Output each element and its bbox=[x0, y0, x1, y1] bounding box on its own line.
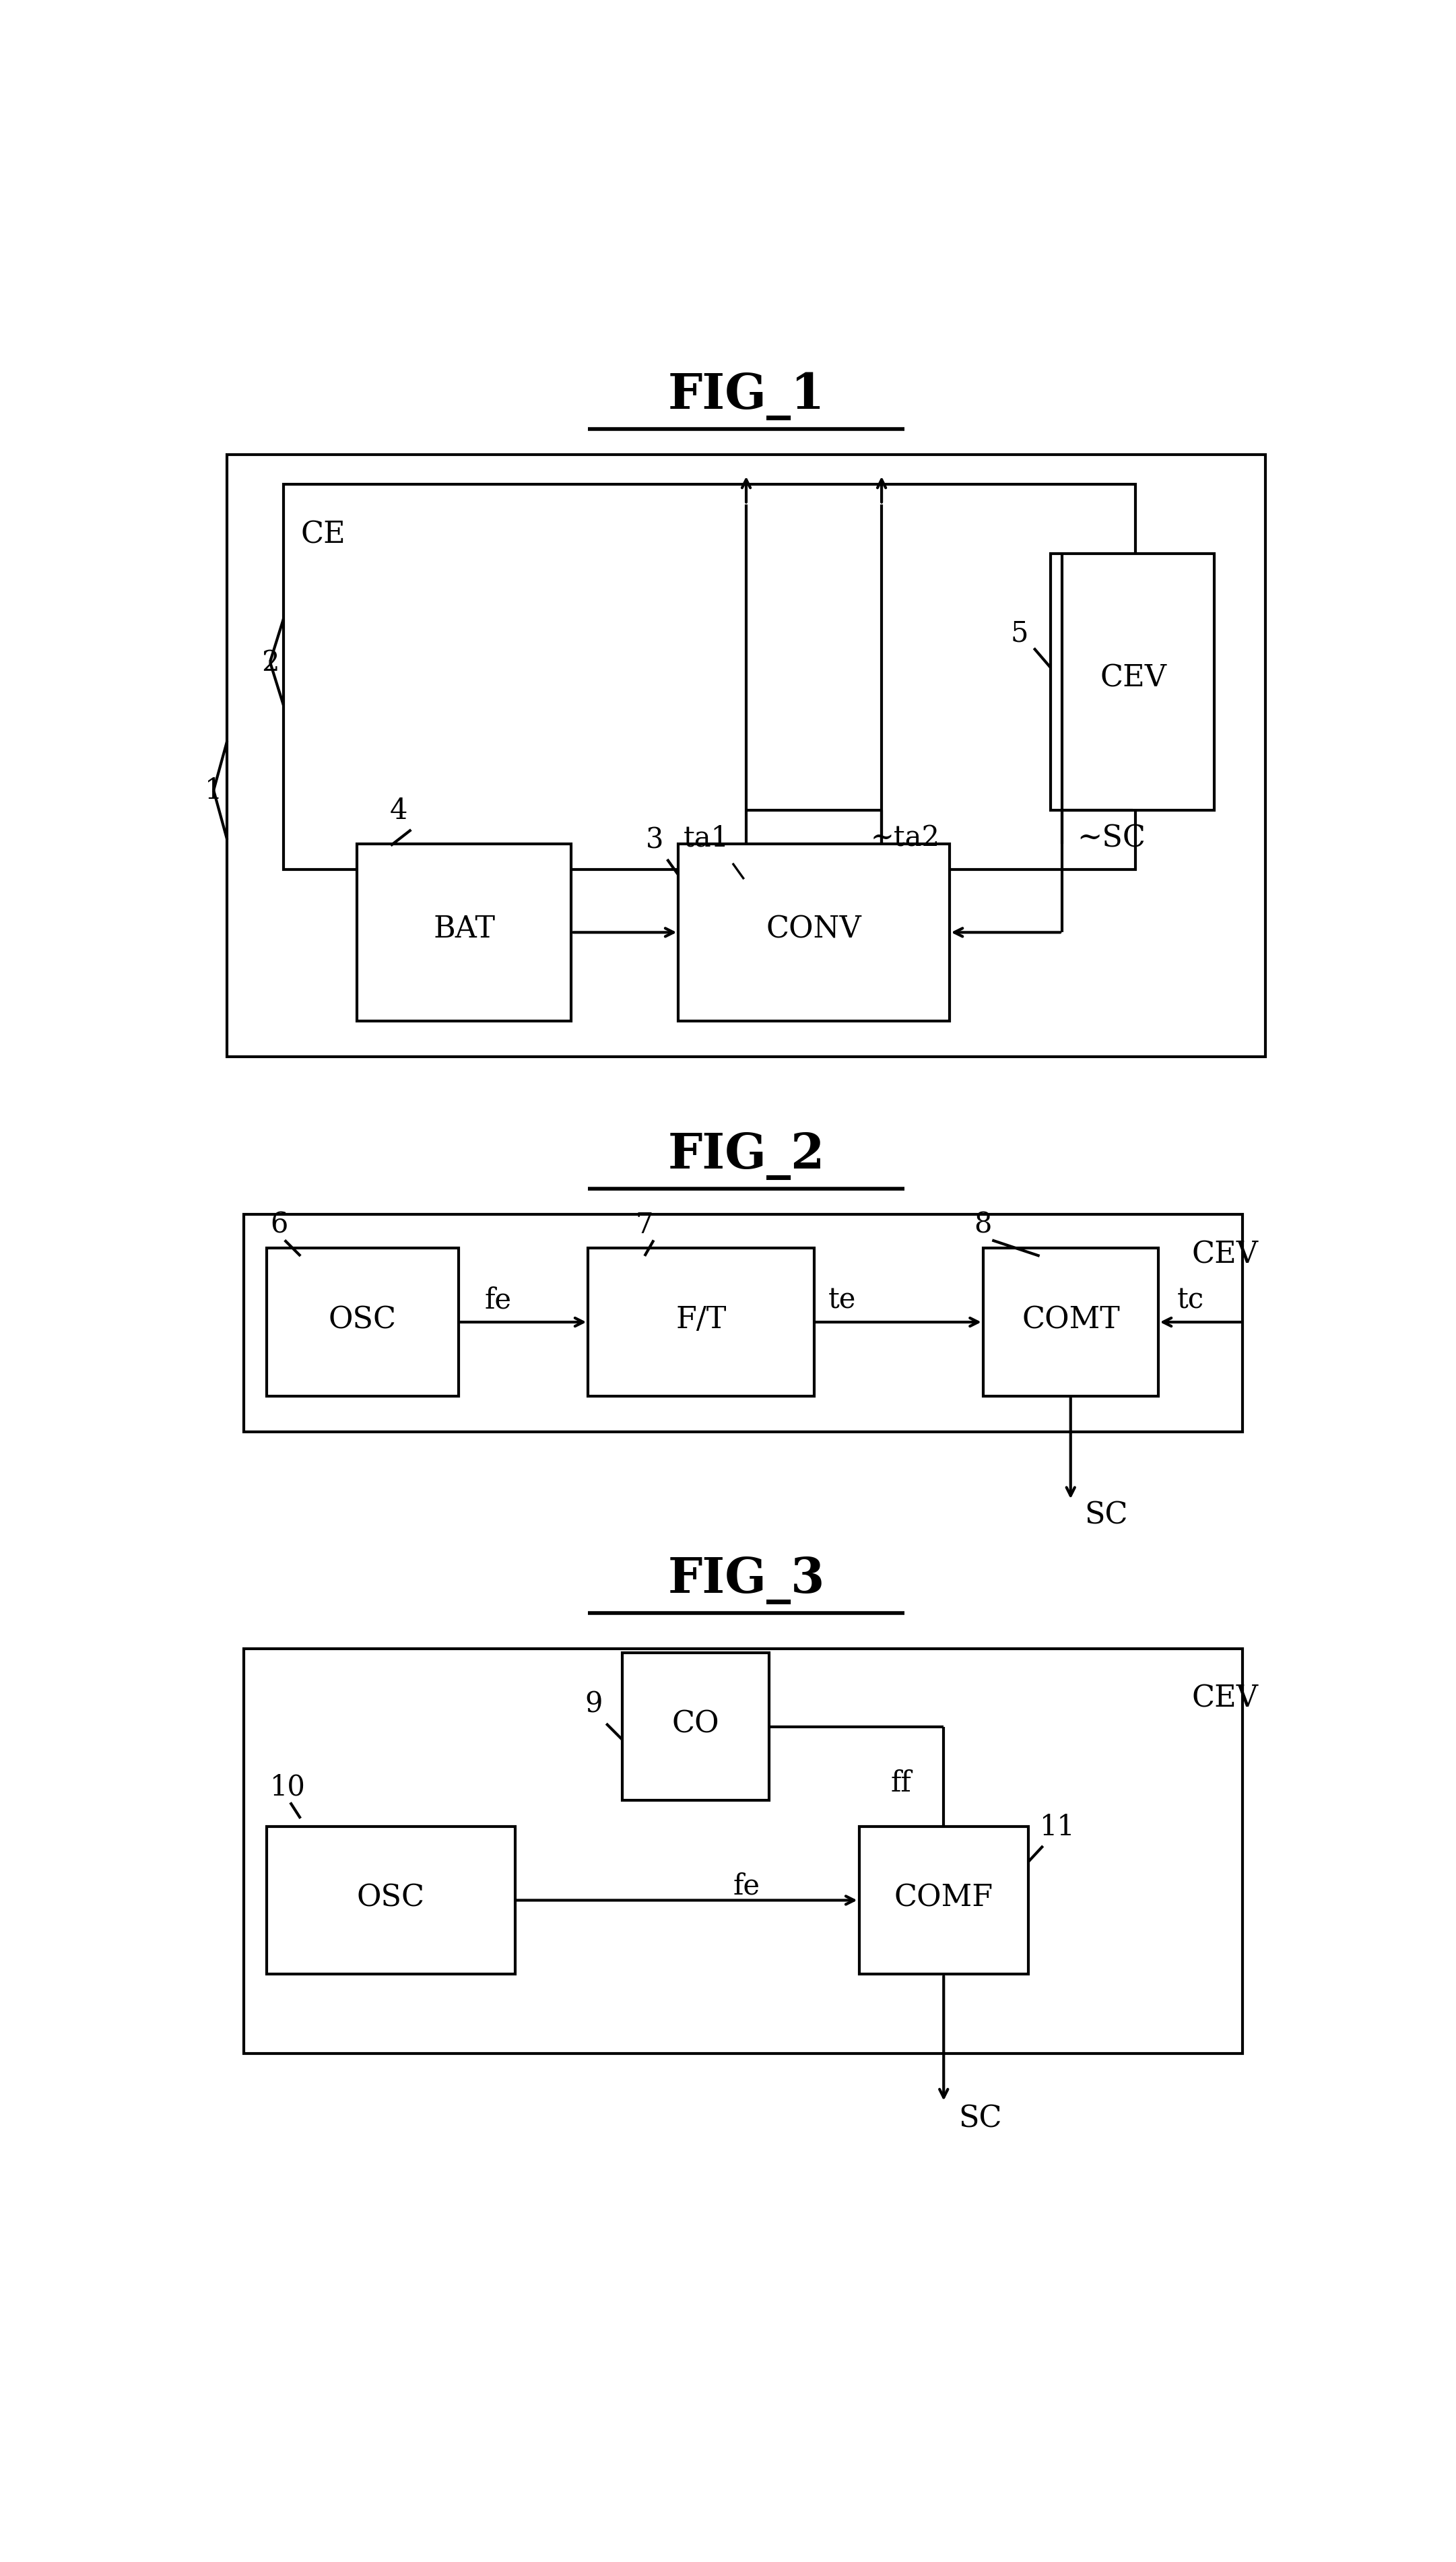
Text: CO: CO bbox=[671, 1709, 719, 1740]
Text: FIG_3: FIG_3 bbox=[668, 1555, 824, 1604]
Text: CEV: CEV bbox=[1192, 1683, 1258, 1714]
Text: SC: SC bbox=[1085, 1501, 1128, 1530]
Text: CEV: CEV bbox=[1099, 664, 1166, 692]
Text: 3: 3 bbox=[646, 825, 664, 853]
Text: COMF: COMF bbox=[894, 1883, 993, 1911]
Text: BAT: BAT bbox=[432, 915, 495, 943]
Bar bbox=[245, 1214, 1243, 1432]
Text: 10: 10 bbox=[269, 1773, 306, 1801]
Bar bbox=[1051, 553, 1214, 810]
Text: te: te bbox=[828, 1286, 856, 1314]
Text: 11: 11 bbox=[1040, 1811, 1075, 1840]
Bar bbox=[588, 1248, 814, 1396]
Text: CEV: CEV bbox=[1192, 1240, 1258, 1268]
Text: COMT: COMT bbox=[1022, 1304, 1120, 1335]
Text: 4: 4 bbox=[390, 797, 408, 825]
Text: OSC: OSC bbox=[329, 1304, 396, 1335]
Text: ta1: ta1 bbox=[683, 825, 729, 853]
Text: fe: fe bbox=[732, 1870, 760, 1901]
Text: ff: ff bbox=[891, 1768, 911, 1796]
Text: FIG_2: FIG_2 bbox=[668, 1132, 824, 1179]
Text: 7: 7 bbox=[636, 1212, 654, 1240]
Bar bbox=[859, 1827, 1028, 1975]
Text: 5: 5 bbox=[1010, 620, 1028, 648]
Text: OSC: OSC bbox=[357, 1883, 425, 1911]
Text: CONV: CONV bbox=[766, 915, 862, 943]
Bar bbox=[245, 1650, 1243, 2052]
Text: 2: 2 bbox=[261, 648, 280, 676]
Text: 1: 1 bbox=[205, 776, 223, 804]
Text: ~SC: ~SC bbox=[1077, 822, 1146, 853]
Text: SC: SC bbox=[958, 2103, 1002, 2134]
Bar bbox=[266, 1248, 459, 1396]
Text: FIG_1: FIG_1 bbox=[668, 371, 824, 420]
Text: 6: 6 bbox=[269, 1212, 288, 1240]
Text: tc: tc bbox=[1178, 1286, 1204, 1314]
Bar bbox=[357, 843, 571, 1022]
Bar bbox=[284, 484, 1136, 869]
Bar bbox=[622, 1652, 769, 1801]
Text: F/T: F/T bbox=[676, 1304, 727, 1335]
Text: 8: 8 bbox=[974, 1212, 992, 1240]
Bar bbox=[266, 1827, 515, 1975]
Text: fe: fe bbox=[485, 1286, 511, 1314]
Bar bbox=[227, 456, 1265, 1058]
Text: CE: CE bbox=[300, 520, 345, 548]
Text: ~ta2: ~ta2 bbox=[871, 825, 939, 853]
Text: 9: 9 bbox=[585, 1691, 603, 1719]
Bar bbox=[983, 1248, 1158, 1396]
Bar bbox=[678, 843, 949, 1022]
